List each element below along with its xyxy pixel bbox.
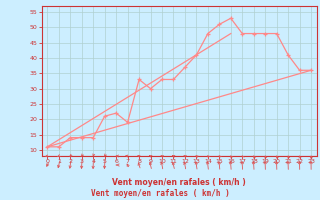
- X-axis label: Vent moyen/en rafales ( km/h ): Vent moyen/en rafales ( km/h ): [112, 178, 246, 187]
- Text: Vent moyen/en rafales ( km/h ): Vent moyen/en rafales ( km/h ): [91, 189, 229, 198]
